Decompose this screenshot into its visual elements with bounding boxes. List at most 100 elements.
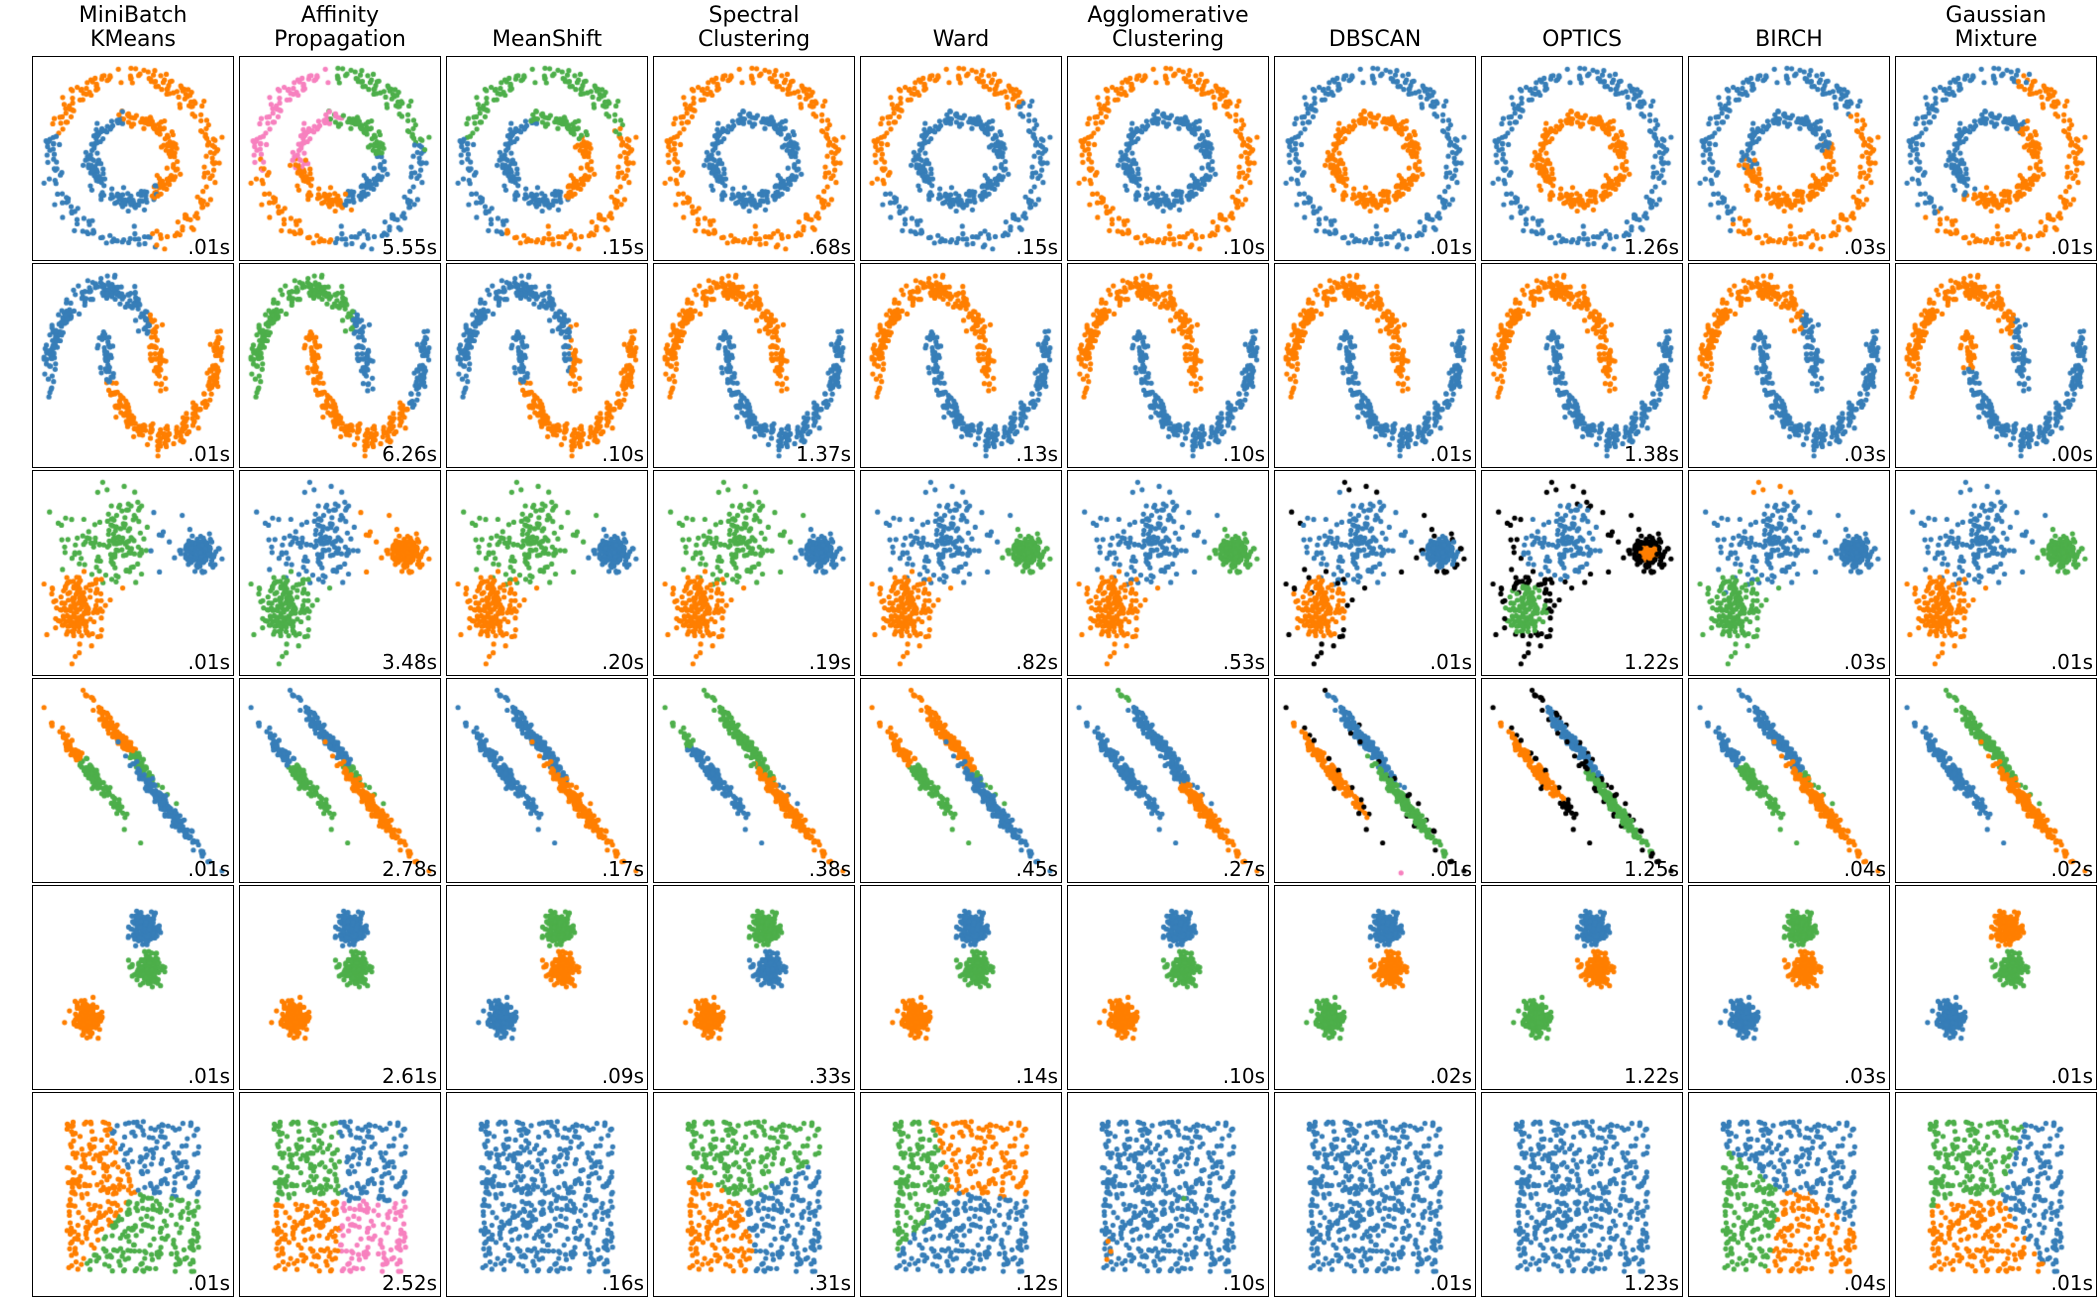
panel-noisy_moons-gaussian-mixture: .00s [1895, 263, 2097, 469]
scatter-canvas [1275, 264, 1475, 468]
scatter-canvas [861, 471, 1061, 675]
timing-label: 1.22s [1624, 1063, 1679, 1088]
panel-noisy_circles-minibatch-kmeans: .01s [32, 56, 234, 262]
panel-noisy_moons-dbscan: .01s [1274, 263, 1476, 469]
scatter-canvas [33, 885, 233, 1089]
panel-varied_variance_blobs-ward: .82s [860, 470, 1062, 676]
panel-blobs-gaussian-mixture: .01s [1895, 884, 2097, 1090]
timing-label: .01s [2050, 649, 2093, 674]
panel-varied_variance_blobs-meanshift: .20s [446, 470, 648, 676]
panel-no_structure_uniform_square-spectral-clustering: .31s [653, 1091, 855, 1297]
scatter-canvas [861, 57, 1061, 261]
scatter-canvas [240, 471, 440, 675]
scatter-canvas [240, 264, 440, 468]
timing-label: .19s [808, 649, 851, 674]
scatter-canvas [654, 678, 854, 882]
panel-no_structure_uniform_square-dbscan: .01s [1274, 1091, 1476, 1297]
panel-varied_variance_blobs-spectral-clustering: .19s [653, 470, 855, 676]
panel-no_structure_uniform_square-agglomerative-clustering: .10s [1067, 1091, 1269, 1297]
scatter-canvas [1896, 471, 2096, 675]
panel-noisy_circles-gaussian-mixture: .01s [1895, 56, 2097, 262]
panel-no_structure_uniform_square-optics: 1.23s [1481, 1091, 1683, 1297]
scatter-canvas [1482, 885, 1682, 1089]
panel-varied_variance_blobs-affinity-propagation: 3.48s [239, 470, 441, 676]
panel-varied_variance_blobs-dbscan: .01s [1274, 470, 1476, 676]
scatter-canvas [240, 1092, 440, 1296]
scatter-canvas [1482, 471, 1682, 675]
timing-label: .01s [187, 235, 230, 260]
timing-label: .01s [1429, 856, 1472, 881]
panel-no_structure_uniform_square-ward: .12s [860, 1091, 1062, 1297]
scatter-canvas [1689, 678, 1889, 882]
scatter-canvas [1068, 678, 1268, 882]
panel-noisy_moons-agglomerative-clustering: .10s [1067, 263, 1269, 469]
scatter-canvas [1068, 264, 1268, 468]
timing-label: .20s [601, 649, 644, 674]
timing-label: 6.26s [382, 442, 437, 467]
panel-anisotropic_blobs-agglomerative-clustering: .27s [1067, 677, 1269, 883]
scatter-canvas [1896, 57, 2096, 261]
column-title-agglomerative-clustering: Agglomerative Clustering [1087, 2, 1249, 53]
timing-label: .45s [1015, 856, 1058, 881]
scatter-canvas [447, 885, 647, 1089]
column-title-minibatch-kmeans: MiniBatch KMeans [78, 2, 188, 53]
panel-no_structure_uniform_square-gaussian-mixture: .01s [1895, 1091, 2097, 1297]
scatter-canvas [1275, 471, 1475, 675]
scatter-canvas [33, 678, 233, 882]
panel-noisy_circles-optics: 1.26s [1481, 56, 1683, 262]
timing-label: .01s [187, 442, 230, 467]
column-title-gaussian-mixture: Gaussian Mixture [1945, 2, 2047, 53]
scatter-canvas [33, 1092, 233, 1296]
scatter-canvas [1275, 57, 1475, 261]
timing-label: 1.26s [1624, 235, 1679, 260]
scatter-canvas [654, 1092, 854, 1296]
timing-label: 2.78s [382, 856, 437, 881]
scatter-canvas [240, 885, 440, 1089]
timing-label: .01s [2050, 1271, 2093, 1295]
panel-varied_variance_blobs-birch: .03s [1688, 470, 1890, 676]
scatter-canvas [1068, 1092, 1268, 1296]
panel-anisotropic_blobs-meanshift: .17s [446, 677, 648, 883]
scatter-canvas [447, 1092, 647, 1296]
scatter-canvas [861, 264, 1061, 468]
panel-noisy_circles-affinity-propagation: 5.55s [239, 56, 441, 262]
timing-label: .03s [1843, 235, 1886, 260]
timing-label: 1.38s [1624, 442, 1679, 467]
timing-label: .03s [1843, 442, 1886, 467]
timing-label: .10s [1222, 1271, 1265, 1295]
timing-label: .04s [1843, 1271, 1886, 1295]
timing-label: .68s [808, 235, 851, 260]
scatter-canvas [1896, 885, 2096, 1089]
timing-label: .53s [1222, 649, 1265, 674]
scatter-canvas [33, 471, 233, 675]
panel-blobs-ward: .14s [860, 884, 1062, 1090]
timing-label: .02s [2050, 856, 2093, 881]
panel-blobs-meanshift: .09s [446, 884, 648, 1090]
panel-no_structure_uniform_square-meanshift: .16s [446, 1091, 648, 1297]
panel-noisy_moons-minibatch-kmeans: .01s [32, 263, 234, 469]
panel-blobs-spectral-clustering: .33s [653, 884, 855, 1090]
scatter-canvas [1482, 1092, 1682, 1296]
panel-noisy_moons-optics: 1.38s [1481, 263, 1683, 469]
column-titles-row: MiniBatch KMeans Affinity Propagation Mean… [32, 0, 2097, 56]
timing-label: 1.25s [1624, 856, 1679, 881]
scatter-canvas [654, 57, 854, 261]
cluster-comparison-grid: .01s 5.55s .15s .68s .15s .10s .01s 1.26s .03s .0… [32, 56, 2097, 1297]
column-title-dbscan: DBSCAN [1328, 27, 1422, 53]
timing-label: 1.23s [1624, 1271, 1679, 1295]
scatter-canvas [1689, 57, 1889, 261]
panel-anisotropic_blobs-birch: .04s [1688, 677, 1890, 883]
scatter-canvas [1482, 264, 1682, 468]
scatter-canvas [1275, 885, 1475, 1089]
column-title-spectral-clustering: Spectral Clustering [697, 2, 811, 53]
panel-blobs-optics: 1.22s [1481, 884, 1683, 1090]
panel-anisotropic_blobs-minibatch-kmeans: .01s [32, 677, 234, 883]
column-title-affinity-propagation: Affinity Propagation [274, 2, 406, 53]
panel-varied_variance_blobs-agglomerative-clustering: .53s [1067, 470, 1269, 676]
timing-label: .01s [2050, 1063, 2093, 1088]
timing-label: .09s [601, 1063, 644, 1088]
timing-label: 3.48s [382, 649, 437, 674]
scatter-canvas [1482, 678, 1682, 882]
panel-noisy_circles-ward: .15s [860, 56, 1062, 262]
panel-noisy_moons-affinity-propagation: 6.26s [239, 263, 441, 469]
